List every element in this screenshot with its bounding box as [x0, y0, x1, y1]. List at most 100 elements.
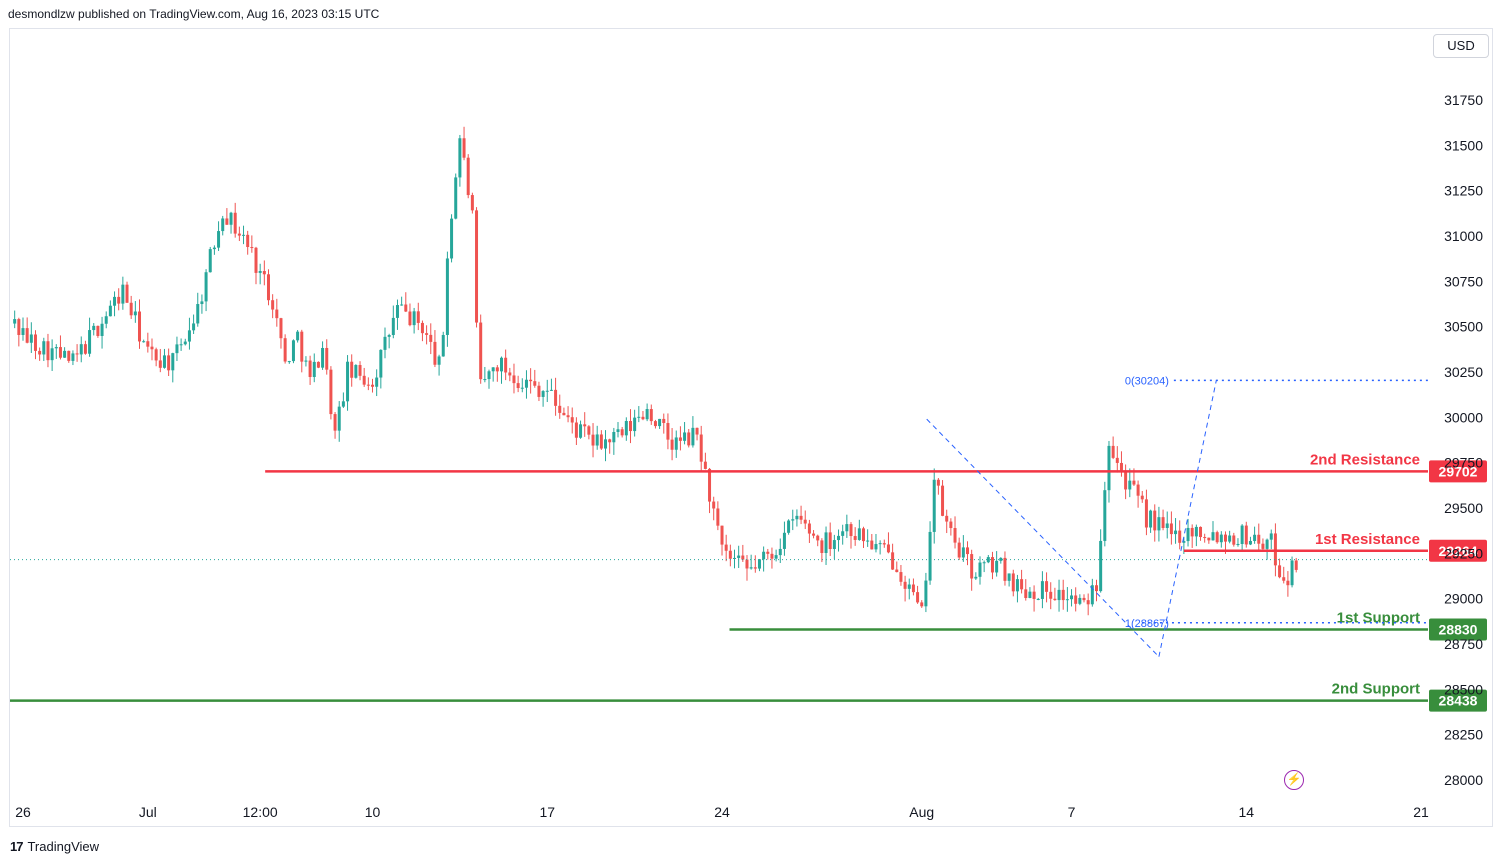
candle-body: [475, 210, 479, 323]
candle-body: [807, 523, 811, 534]
candle-body: [316, 361, 320, 368]
price-tick-label: 28000: [1444, 772, 1483, 788]
candle-body: [379, 349, 383, 378]
candle-body: [121, 284, 125, 304]
price-tick-label: 31750: [1444, 92, 1483, 108]
candle-body: [554, 389, 558, 406]
candle-body: [766, 551, 770, 554]
candle-body: [350, 361, 354, 378]
candle-body: [125, 284, 129, 303]
candle-body: [1099, 540, 1103, 592]
candle-body: [246, 234, 250, 248]
price-tick-label: 29000: [1444, 591, 1483, 607]
candle-body: [1107, 445, 1111, 491]
candle-body: [633, 417, 637, 432]
candle-body: [1020, 579, 1024, 590]
level-label: 2nd Support: [1332, 681, 1420, 698]
candle-body: [641, 416, 645, 420]
candle-body: [341, 401, 345, 407]
candle-body: [1119, 462, 1123, 471]
candle-body: [150, 346, 154, 350]
level-price-tag: [1429, 460, 1487, 483]
fib-trend-down: [926, 418, 1160, 658]
level-price-tag: [1429, 689, 1487, 712]
level-price-tag-text: 29264: [1439, 543, 1478, 559]
candle-body: [599, 434, 603, 449]
candle-body: [1065, 599, 1069, 601]
candle-body: [183, 341, 187, 345]
time-tick-label: Jul: [139, 804, 157, 820]
candle-body: [117, 296, 121, 304]
candle-body: [212, 247, 216, 250]
candle-body: [1070, 595, 1074, 600]
level-label: 1st Resistance: [1315, 531, 1420, 548]
candle-body: [774, 555, 778, 559]
candle-body: [1244, 525, 1248, 545]
candle-body: [1140, 495, 1144, 500]
candle-body: [133, 311, 137, 316]
candle-body: [841, 531, 845, 536]
candle-body: [1207, 537, 1211, 541]
candle-body: [1169, 523, 1173, 535]
candle-body: [1144, 499, 1148, 528]
candle-body: [1049, 591, 1053, 599]
candle-body: [1199, 526, 1203, 538]
price-tick-label: 29500: [1444, 500, 1483, 516]
candle-body: [221, 218, 225, 232]
candle-body: [25, 328, 29, 343]
candle-body: [412, 311, 416, 326]
candle-body: [1273, 533, 1277, 566]
candle-body: [549, 389, 553, 391]
candle-body: [1240, 525, 1244, 544]
price-tick-label: 29750: [1444, 455, 1483, 471]
candle-body: [762, 551, 766, 560]
candle-body: [666, 422, 670, 440]
brand-name: TradingView: [27, 839, 100, 854]
time-tick-label: 17: [539, 804, 555, 820]
candle-body: [1286, 580, 1290, 586]
candle-body: [483, 379, 487, 381]
candle-body: [1261, 543, 1265, 549]
candle-body: [1253, 534, 1257, 541]
candle-body: [724, 544, 728, 551]
candle-body: [533, 381, 537, 386]
candle-body: [1174, 530, 1178, 535]
candle-body: [1194, 526, 1198, 537]
candle-body: [845, 524, 849, 532]
candle-body: [1278, 565, 1282, 578]
price-tick-label: 28500: [1444, 681, 1483, 697]
currency-button[interactable]: USD: [1433, 34, 1489, 58]
candle-body: [420, 322, 424, 334]
candle-body: [71, 353, 75, 361]
candle-body: [670, 439, 674, 450]
candle-body: [429, 334, 433, 342]
candle-body: [491, 367, 495, 372]
candle-body: [695, 427, 699, 435]
candle-body: [1211, 532, 1215, 541]
candle-body: [371, 384, 375, 387]
lightning-icon[interactable]: ⚡: [1284, 770, 1304, 790]
fib-label-1: 1(28867): [1125, 618, 1169, 630]
candle-body: [1061, 589, 1065, 601]
fib-trend-up: [1158, 380, 1217, 657]
candle-body: [928, 531, 932, 581]
candle-body: [333, 414, 337, 431]
candle-body: [258, 271, 262, 273]
candle-body: [479, 322, 483, 380]
candle-body: [520, 387, 524, 389]
candle-body: [649, 409, 653, 422]
candle-body: [466, 157, 470, 196]
candle-body: [1153, 510, 1157, 531]
candle-body: [624, 421, 628, 436]
candle-body: [1015, 579, 1019, 592]
candle-body: [54, 347, 58, 349]
candle-body: [88, 330, 92, 354]
candle-body: [437, 356, 441, 365]
candle-body: [296, 331, 300, 341]
candle-body: [716, 508, 720, 526]
time-tick-label: 10: [365, 804, 381, 820]
candle-body: [13, 319, 17, 324]
time-tick-label: 26: [15, 804, 31, 820]
price-axis: 28000 28250 28500 28750 29000 29250 29500 29750…: [1444, 92, 1483, 788]
